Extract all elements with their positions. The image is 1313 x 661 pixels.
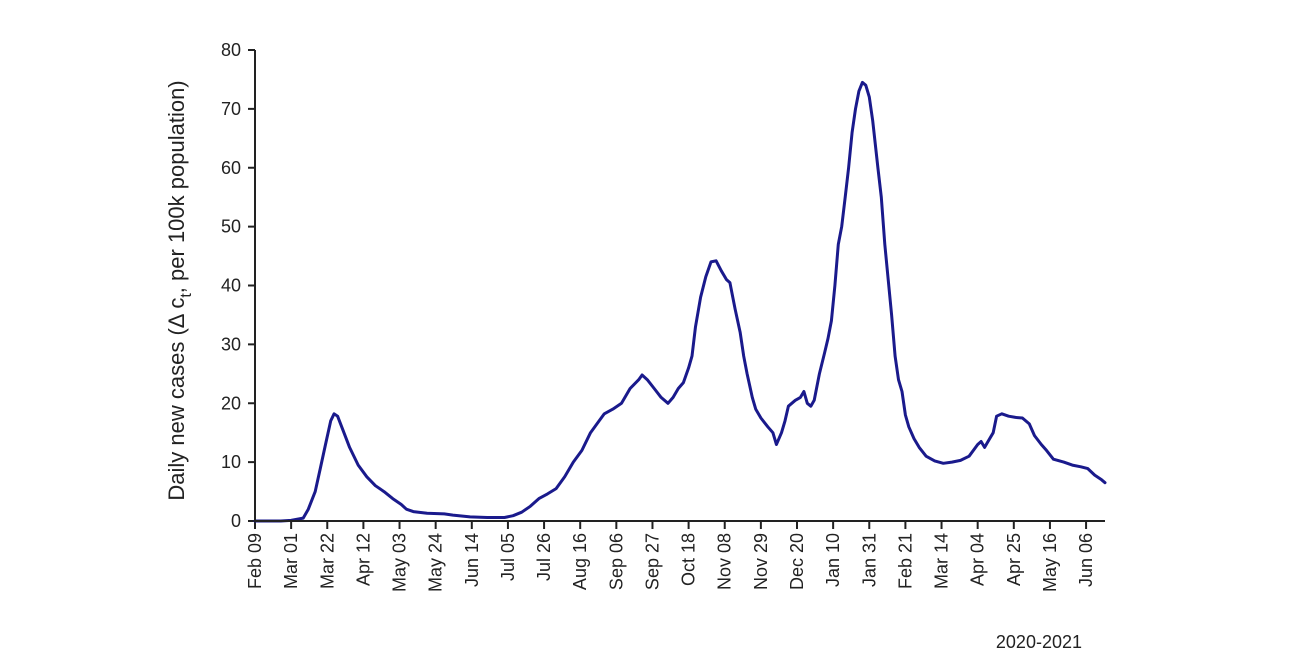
x-tick-label: May 16 [1040,533,1060,592]
x-tick-label: Apr 25 [1004,533,1024,586]
x-tick-label: Jun 14 [462,533,482,587]
x-tick-label: Sep 27 [642,533,662,590]
series-layer [253,80,1107,523]
y-axis-title-subscript: t [178,293,195,298]
x-tick-label: Jul 26 [534,533,554,581]
x-tick-label: Dec 20 [787,533,807,590]
y-tick-label: 50 [221,217,241,237]
y-tick-label: 0 [231,511,241,531]
y-tick-label: 60 [221,158,241,178]
ticks-layer: 0 10 20 30 40 50 60 70 80 Feb 09 Mar 01 Mar 22 Apr 1… [221,40,1096,592]
y-tick-label: 20 [221,393,241,413]
x-tick-label: Apr 04 [968,533,988,586]
y-axis-title-tail: , per 100k population) [164,80,189,293]
y-tick-label: 40 [221,276,241,296]
x-tick-label: Jan 31 [859,533,879,587]
x-tick-label: Feb 09 [245,533,265,589]
x-tick-label: Jul 05 [498,533,518,581]
x-tick-label: Apr 12 [353,533,373,586]
y-tick-label: 10 [221,452,241,472]
x-tick-label: Nov 08 [715,533,735,590]
x-tick-label: Mar 14 [932,533,952,589]
x-tick-label: Aug 16 [570,533,590,590]
y-tick-label: 80 [221,40,241,60]
y-axis-title-main: Daily new cases (Δ c [164,298,189,501]
x-tick-label: Mar 01 [281,533,301,589]
x-tick-label: Mar 22 [317,533,337,589]
x-tick-label: Feb 21 [895,533,915,589]
x-tick-label: Oct 18 [679,533,699,586]
x-tick-label: May 03 [390,533,410,592]
y-axis-title: Daily new cases (Δ ct, per 100k populati… [164,80,195,500]
x-tick-label: Sep 06 [606,533,626,590]
x-axis-title: 2020-2021 [996,632,1082,652]
x-tick-label: May 24 [426,533,446,592]
x-tick-label: Nov 29 [751,533,771,590]
series-line [253,80,1107,523]
y-tick-label: 70 [221,99,241,119]
x-tick-label: Jan 10 [823,533,843,587]
x-tick-label: Jun 06 [1076,533,1096,587]
y-tick-label: 30 [221,334,241,354]
